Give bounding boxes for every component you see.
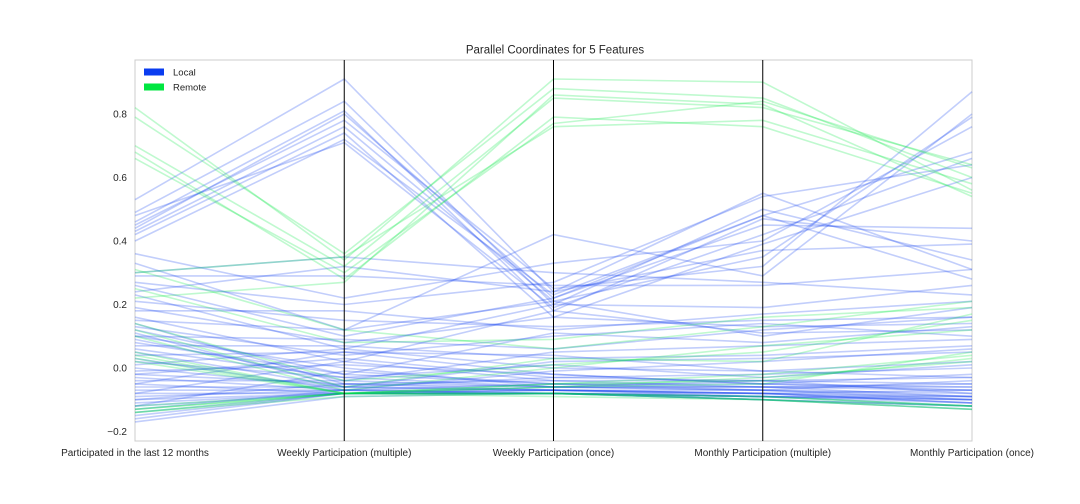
feature-axis-labels: Participated in the last 12 months Weekly… <box>61 448 1034 459</box>
feature-axis-label: Weekly Participation (once) <box>493 448 615 459</box>
y-tick-labels: −0.2 0.0 0.2 0.4 0.6 0.8 <box>107 109 127 438</box>
feature-axis-label: Monthly Participation (multiple) <box>694 448 831 459</box>
legend-swatch-local <box>144 68 164 76</box>
feature-axes <box>343 60 764 441</box>
chart-title: Parallel Coordinates for 5 Features <box>466 45 645 57</box>
feature-axis-label: Monthly Participation (once) <box>910 448 1034 459</box>
y-tick-label: 0.2 <box>113 300 127 311</box>
feature-axis-label: Weekly Participation (multiple) <box>277 448 411 459</box>
legend-label-local: Local <box>173 68 196 79</box>
y-tick-label: 0.6 <box>113 173 127 184</box>
legend: Local Remote <box>139 63 212 97</box>
y-tick-label: 0.4 <box>113 236 127 247</box>
legend-swatch-remote <box>144 83 164 91</box>
y-tick-label: 0.0 <box>113 363 127 374</box>
feature-axis-label: Participated in the last 12 months <box>61 448 209 459</box>
y-tick-label: 0.8 <box>113 109 127 120</box>
legend-label-remote: Remote <box>173 83 206 94</box>
y-tick-label: −0.2 <box>107 427 127 438</box>
